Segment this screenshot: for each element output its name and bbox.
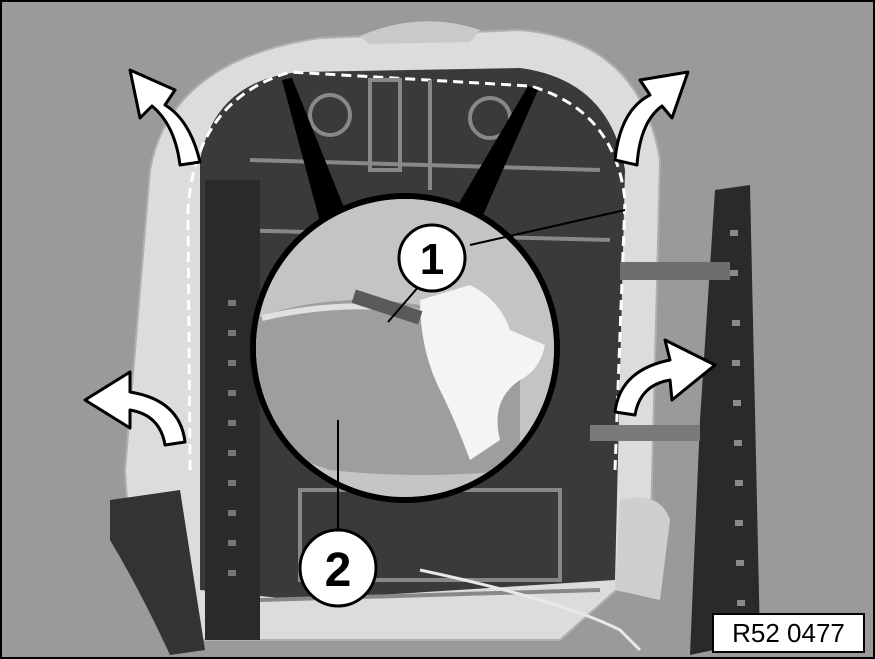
arrow-left — [83, 370, 187, 447]
right-rail-holes — [730, 230, 745, 606]
magnified-white-foam — [420, 285, 545, 460]
callout-wedge-right — [455, 86, 538, 222]
left-bottom-bracket — [110, 490, 205, 655]
callout-1-label: 1 — [420, 235, 444, 284]
headrest-top — [360, 21, 480, 44]
leader-line-1-frame — [469, 209, 626, 246]
right-lower-shell — [615, 497, 670, 600]
right-seat-rail — [690, 185, 760, 655]
magnified-clip — [351, 289, 423, 325]
leader-line-1-clip — [387, 284, 421, 323]
arrow-up-right — [613, 70, 690, 167]
reference-code-label: R52 0477 — [712, 613, 865, 653]
left-side-rail — [205, 180, 260, 640]
callout-2-label: 2 — [325, 544, 352, 597]
left-rail-holes — [228, 300, 236, 576]
arrow-right — [613, 338, 717, 417]
callout-wedge-left — [282, 78, 345, 222]
cable — [419, 568, 642, 652]
arrow-up-left — [128, 68, 202, 167]
callout-1: 1 — [397, 223, 467, 293]
lower-cross-tube — [590, 425, 700, 441]
callout-2: 2 — [298, 528, 378, 608]
cross-tube — [620, 262, 730, 280]
